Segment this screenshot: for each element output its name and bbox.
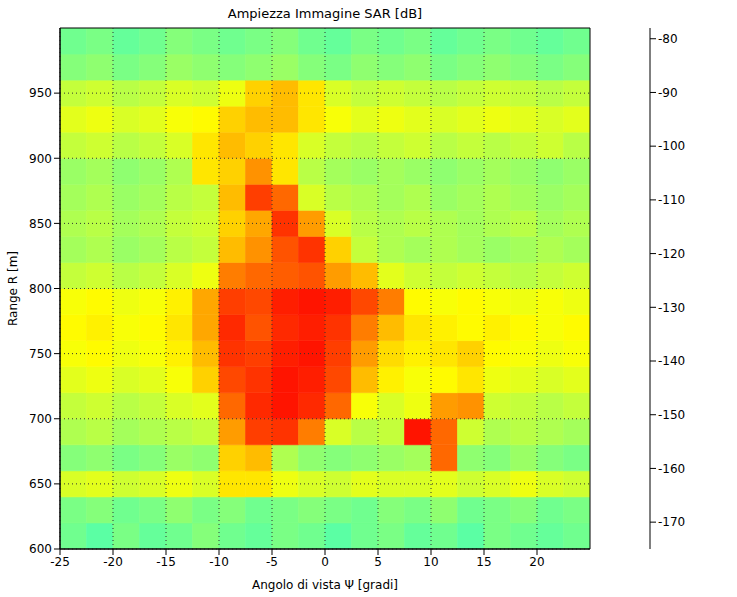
svg-text:Angolo di vista Ψ [gradi]: Angolo di vista Ψ [gradi] xyxy=(252,578,398,592)
svg-text:Range R [m]: Range R [m] xyxy=(6,251,20,326)
svg-text:-90: -90 xyxy=(658,86,678,100)
svg-text:-120: -120 xyxy=(658,247,685,261)
svg-text:-5: -5 xyxy=(266,555,278,569)
svg-text:-170: -170 xyxy=(658,515,685,529)
svg-text:20: 20 xyxy=(529,555,544,569)
svg-text:-150: -150 xyxy=(658,408,685,422)
svg-text:900: 900 xyxy=(29,152,52,166)
svg-text:-110: -110 xyxy=(658,193,685,207)
svg-text:-10: -10 xyxy=(209,555,229,569)
svg-text:-160: -160 xyxy=(658,462,685,476)
svg-text:0: 0 xyxy=(321,555,329,569)
html-text:Ampiezza Immagine SAR [dB]: Ampiezza Immagine SAR [dB] xyxy=(227,6,423,21)
svg-text:-80: -80 xyxy=(658,32,678,46)
svg-text:600: 600 xyxy=(29,542,52,556)
svg-text:700: 700 xyxy=(29,412,52,426)
svg-text:5: 5 xyxy=(374,555,382,569)
svg-text:-20: -20 xyxy=(103,555,123,569)
svg-text:-130: -130 xyxy=(658,301,685,315)
svg-text:10: 10 xyxy=(423,555,438,569)
svg-text:750: 750 xyxy=(29,347,52,361)
svg-text:650: 650 xyxy=(29,477,52,491)
svg-text:800: 800 xyxy=(29,282,52,296)
svg-text:850: 850 xyxy=(29,217,52,231)
svg-text:-15: -15 xyxy=(156,555,176,569)
svg-text:-140: -140 xyxy=(658,354,685,368)
svg-text:15: 15 xyxy=(476,555,491,569)
svg-text:-25: -25 xyxy=(50,555,70,569)
svg-text:-100: -100 xyxy=(658,139,685,153)
svg-text:950: 950 xyxy=(29,86,52,100)
